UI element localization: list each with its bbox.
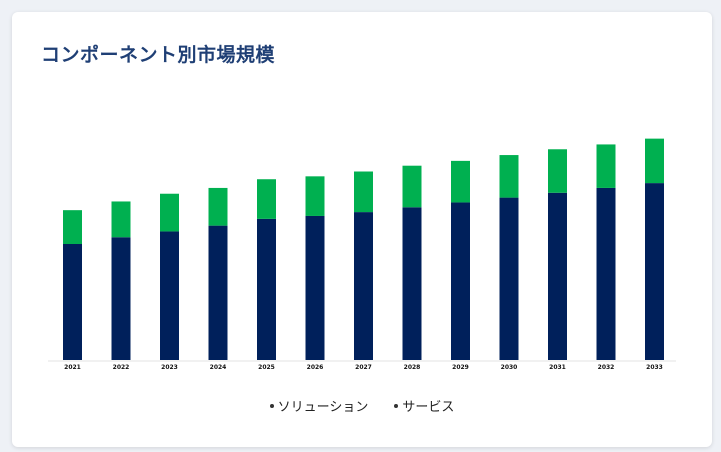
x-tick-label: 2021 bbox=[64, 364, 81, 371]
chart-title: コンポーネント別市場規模 bbox=[41, 44, 276, 66]
bar-solution-2032[interactable] bbox=[596, 187, 616, 360]
bar-solution-2021[interactable] bbox=[63, 244, 82, 360]
x-tick-label: 2033 bbox=[646, 364, 663, 371]
legend-label-service: サービス bbox=[402, 400, 455, 415]
x-tick-label: 2030 bbox=[501, 364, 518, 371]
x-tick-label: 2024 bbox=[210, 364, 227, 371]
x-tick-label: 2028 bbox=[404, 364, 421, 371]
bar-service-2025[interactable] bbox=[257, 179, 276, 219]
bar-service-2032[interactable] bbox=[596, 144, 616, 188]
bar-solution-2029[interactable] bbox=[451, 202, 470, 360]
bar-solution-2023[interactable] bbox=[160, 231, 179, 360]
x-tick-label: 2022 bbox=[113, 364, 130, 371]
x-tick-label: 2029 bbox=[452, 364, 469, 371]
bar-solution-2025[interactable] bbox=[257, 218, 276, 360]
stacked-bar-chart: 2021 2022 2023 2024 2025 2026 2027 2028 2029 2030… bbox=[48, 138, 676, 371]
legend-item-solution[interactable]: ソリューション bbox=[269, 396, 369, 415]
x-tick-label: 2023 bbox=[161, 364, 178, 371]
bar-solution-2026[interactable] bbox=[305, 215, 325, 360]
chart-card: コンポーネント別市場規模 2021 2022 2023 2024 2025 2026 202… bbox=[12, 12, 712, 447]
bar-solution-2033[interactable] bbox=[645, 183, 664, 360]
bar-service-2021[interactable] bbox=[63, 210, 82, 244]
bar-service-2028[interactable] bbox=[402, 165, 422, 208]
bar-service-2026[interactable] bbox=[305, 176, 325, 216]
bar-service-2033[interactable] bbox=[645, 138, 664, 184]
x-tick-label: 2031 bbox=[549, 364, 566, 371]
x-tick-label: 2026 bbox=[307, 364, 324, 371]
bar-service-2023[interactable] bbox=[160, 193, 179, 232]
bar-service-2022[interactable] bbox=[111, 201, 131, 238]
x-tick-label: 2032 bbox=[598, 364, 615, 371]
bullet-icon bbox=[394, 403, 399, 408]
x-tick-label: 2027 bbox=[355, 364, 372, 371]
bar-solution-2027[interactable] bbox=[354, 212, 373, 360]
bar-solution-2031[interactable] bbox=[548, 192, 567, 360]
bar-solution-2024[interactable] bbox=[208, 225, 228, 360]
bullet-icon bbox=[269, 403, 274, 408]
legend-item-service[interactable]: サービス bbox=[394, 396, 454, 415]
bar-solution-2030[interactable] bbox=[499, 197, 519, 360]
x-tick-label: 2025 bbox=[258, 364, 275, 371]
bar-service-2029[interactable] bbox=[451, 160, 470, 203]
bar-service-2027[interactable] bbox=[354, 171, 373, 213]
legend: ソリューション サービス bbox=[12, 396, 712, 415]
bar-solution-2022[interactable] bbox=[111, 237, 131, 360]
bar-service-2030[interactable] bbox=[499, 155, 519, 198]
legend-label-solution: ソリューション bbox=[277, 400, 369, 415]
bar-service-2031[interactable] bbox=[548, 149, 567, 193]
bar-service-2024[interactable] bbox=[208, 187, 228, 226]
bar-solution-2028[interactable] bbox=[402, 207, 422, 360]
